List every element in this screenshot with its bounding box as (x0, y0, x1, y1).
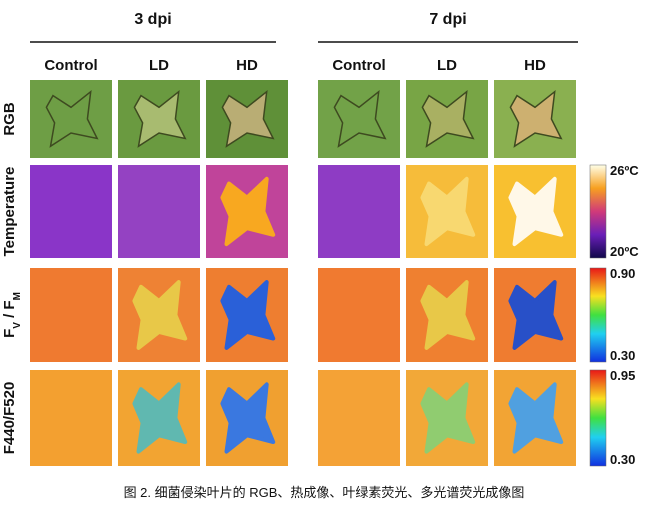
lesion-area (132, 382, 188, 454)
scale-max-label: 0.95 (610, 368, 635, 383)
row-label-part: / F (1, 300, 18, 322)
row-label-part: F (1, 329, 18, 338)
image-panel (30, 80, 112, 158)
lesion-area (220, 280, 276, 350)
row-label: Temperature (1, 167, 18, 257)
column-label: Control (44, 57, 97, 74)
lesion-area (508, 176, 564, 247)
scale-min-label: 20ºC (610, 244, 639, 259)
row-label: RGB (1, 102, 18, 136)
column-label: LD (437, 57, 457, 74)
column-label: Control (332, 57, 385, 74)
color-bar (589, 164, 607, 259)
leaf-outline (333, 89, 387, 148)
column-label: LD (149, 57, 169, 74)
caption: 图 2. 细菌侵染叶片的 RGB、热成像、叶绿素荧光、多光谱荧光成像图 (124, 485, 525, 500)
image-panel (30, 370, 112, 466)
image-panel (30, 165, 112, 258)
lesion-area (508, 382, 564, 454)
lesion-area (420, 382, 476, 454)
leaf-outline (421, 89, 475, 148)
lesion-area (220, 176, 276, 247)
row-label-part: V (12, 322, 23, 329)
image-panel (30, 268, 112, 362)
color-bar (589, 369, 607, 467)
scale-max-label: 0.90 (610, 266, 635, 281)
image-panel (318, 268, 400, 362)
lesion-area (420, 176, 476, 247)
scale-min-label: 0.30 (610, 348, 635, 363)
column-label: HD (524, 57, 546, 74)
column-label: HD (236, 57, 258, 74)
group-label: 3 dpi (134, 11, 171, 28)
row-label: FV / FM (1, 292, 23, 338)
color-bar (589, 267, 607, 363)
lesion-area (508, 280, 564, 350)
lesion-area (220, 382, 276, 454)
leaf-outline (509, 89, 563, 148)
leaf-outline (133, 89, 187, 148)
lesion-area (132, 280, 188, 350)
group-label: 7 dpi (429, 11, 466, 28)
scale-min-label: 0.30 (610, 452, 635, 467)
image-panel (118, 165, 200, 258)
row-label: F440/F520 (1, 382, 18, 455)
image-panel (318, 165, 400, 258)
leaf-outline (45, 89, 99, 148)
image-panel (318, 80, 400, 158)
leaf-outline (221, 89, 275, 148)
image-panel (318, 370, 400, 466)
scale-max-label: 26ºC (610, 163, 639, 178)
row-label-part: M (12, 292, 23, 300)
lesion-area (420, 280, 476, 350)
